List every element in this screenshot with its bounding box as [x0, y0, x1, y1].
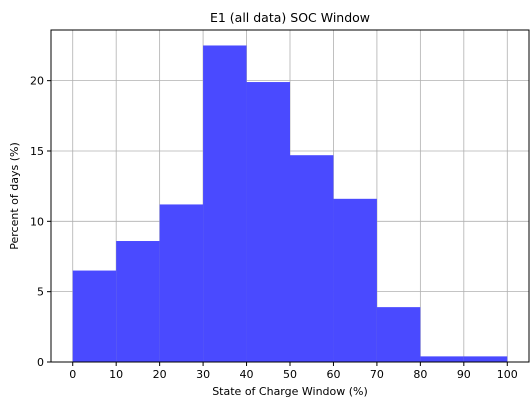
histogram-bar	[72, 270, 117, 362]
y-tick-label: 10	[30, 215, 44, 228]
histogram-bar	[333, 198, 377, 362]
y-tick-label: 0	[37, 356, 44, 369]
histogram-bar	[463, 356, 508, 362]
y-tick-label: 20	[30, 75, 44, 88]
x-tick-label: 40	[240, 368, 254, 381]
y-axis-label: Percent of days (%)	[8, 142, 21, 249]
ticks: 0 10 20 30 40 50 60 70 80 90 100 0 5 10 15 20	[30, 75, 518, 381]
histogram-bar	[420, 356, 464, 362]
x-tick-label: 0	[69, 368, 76, 381]
histogram-bar	[376, 307, 421, 362]
x-tick-label: 70	[370, 368, 384, 381]
chart-title: E1 (all data) SOC Window	[210, 10, 370, 25]
x-tick-label: 10	[109, 368, 123, 381]
x-tick-label: 60	[326, 368, 340, 381]
x-tick-label: 50	[283, 368, 297, 381]
x-tick-label: 30	[196, 368, 210, 381]
x-tick-label: 100	[497, 368, 518, 381]
histogram-bar	[246, 82, 290, 363]
histogram-bar	[116, 241, 160, 362]
x-tick-label: 90	[457, 368, 471, 381]
histogram-bar	[290, 155, 334, 362]
x-tick-label: 80	[413, 368, 427, 381]
histogram-bar	[203, 45, 247, 362]
x-axis-label: State of Charge Window (%)	[212, 385, 368, 398]
x-tick-label: 20	[153, 368, 167, 381]
histogram-bar	[159, 204, 204, 362]
y-tick-label: 15	[30, 145, 44, 158]
bars	[72, 45, 508, 363]
y-tick-label: 5	[37, 286, 44, 299]
